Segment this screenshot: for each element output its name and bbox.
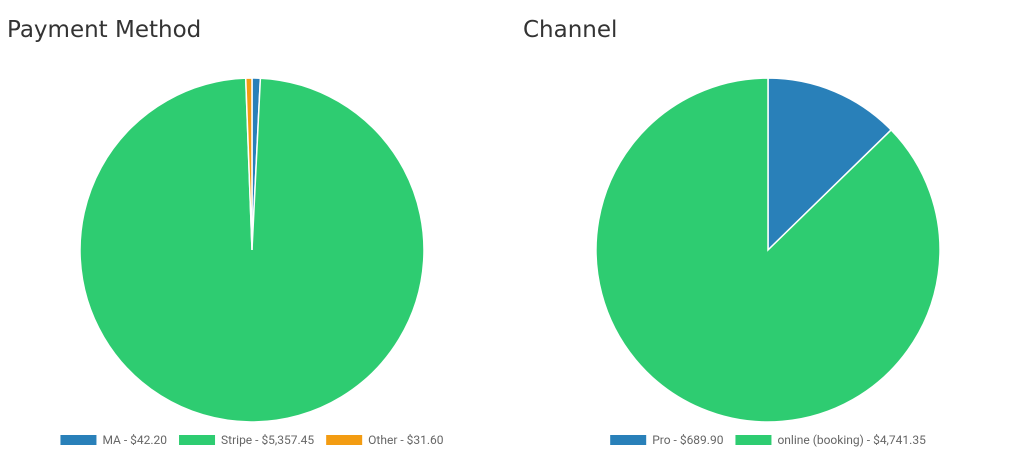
legend-label: Pro - $689.90 <box>652 433 724 447</box>
legend-swatch <box>326 435 363 445</box>
legend-swatch <box>610 435 647 445</box>
pie-slice <box>767 77 893 252</box>
pie-slice <box>595 77 941 423</box>
pie-slice <box>79 77 425 423</box>
legend-label: online (booking) - $4,741.35 <box>777 433 926 447</box>
legend-label: Stripe - $5,357.45 <box>221 433 314 447</box>
legend-swatch <box>60 435 97 445</box>
legend-swatch <box>179 435 216 445</box>
chart-title: Payment Method <box>7 17 201 43</box>
legend-swatch <box>735 435 772 445</box>
legend-label: Other - $31.60 <box>368 433 444 447</box>
pie-slice <box>244 77 253 251</box>
legend-label: MA - $42.20 <box>102 433 167 447</box>
chart-title: Channel <box>523 17 617 43</box>
